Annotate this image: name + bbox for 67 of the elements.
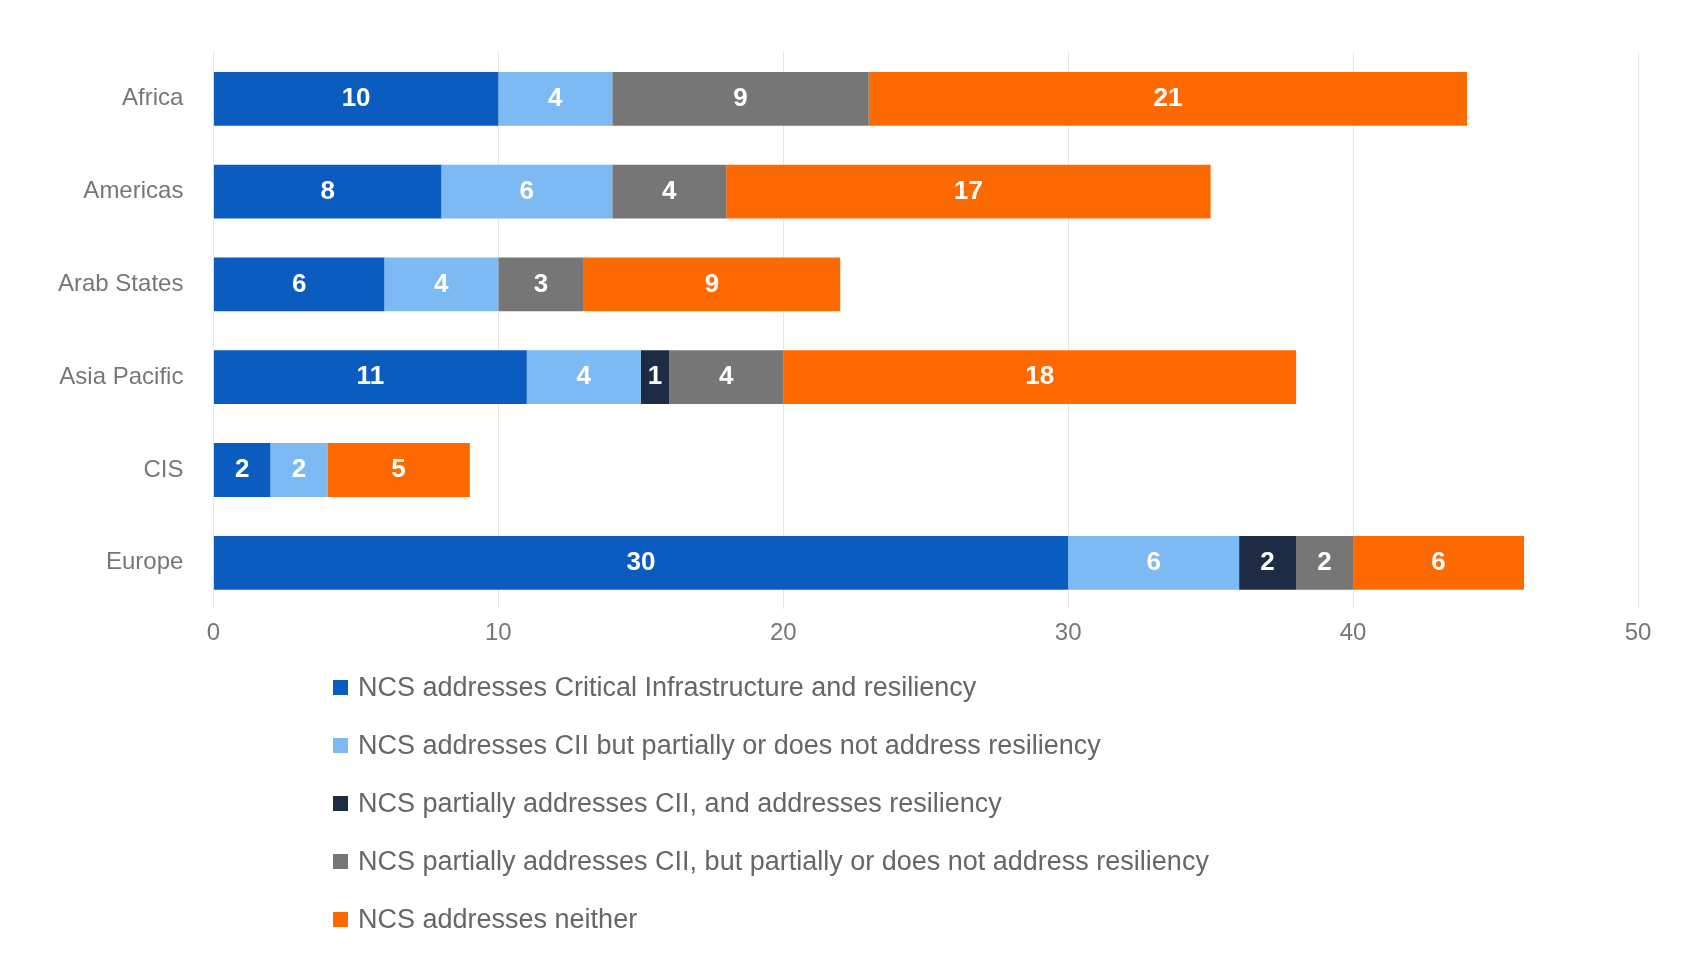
bar xyxy=(612,71,869,126)
x-tick-label: 20 xyxy=(769,618,797,646)
data-label: 2 xyxy=(1317,545,1332,576)
data-label: 3 xyxy=(533,267,549,298)
x-tick-label: 0 xyxy=(206,618,221,646)
data-label: 5 xyxy=(391,453,406,484)
x-tick-label: 30 xyxy=(1054,618,1082,646)
data-label: 18 xyxy=(1025,360,1055,391)
data-label: 4 xyxy=(662,174,678,205)
y-tick-label: Africa xyxy=(122,83,185,111)
data-label: 6 xyxy=(519,174,535,205)
bar xyxy=(384,257,499,312)
data-label: 9 xyxy=(704,267,720,298)
bar xyxy=(270,443,328,497)
y-tick-label: CIS xyxy=(143,454,184,482)
bar xyxy=(1239,535,1297,590)
data-label: 9 xyxy=(733,81,748,112)
data-label: 2 xyxy=(1260,545,1275,576)
y-tick-label: Americas xyxy=(83,176,184,204)
bar xyxy=(327,443,470,497)
bar xyxy=(669,350,784,405)
bar xyxy=(640,350,670,405)
data-label: 21 xyxy=(1153,81,1183,112)
legend-label: NCS partially addresses CII, and addresses resiliency xyxy=(358,787,1002,819)
data-label: 2 xyxy=(291,453,307,484)
bar xyxy=(213,535,1069,590)
bar xyxy=(498,257,584,312)
bar xyxy=(498,71,613,126)
data-label: 6 xyxy=(1146,545,1161,576)
data-label: 4 xyxy=(434,267,450,298)
bar xyxy=(868,71,1468,126)
legend-label: NCS addresses neither xyxy=(358,903,638,935)
y-tick-label: Asia Pacific xyxy=(59,361,184,389)
bar xyxy=(213,443,271,497)
bar xyxy=(213,71,499,126)
bar xyxy=(583,257,841,312)
data-label: 10 xyxy=(341,81,371,112)
bar xyxy=(441,164,613,219)
bar xyxy=(213,257,385,312)
data-label: 1 xyxy=(647,360,663,391)
data-label: 6 xyxy=(1431,545,1446,576)
bar xyxy=(213,350,527,405)
data-label: 11 xyxy=(356,360,385,391)
bar xyxy=(783,350,1297,405)
data-label: 30 xyxy=(626,545,656,576)
bar xyxy=(213,164,442,219)
data-label: 4 xyxy=(548,81,564,112)
data-label: 8 xyxy=(320,174,335,205)
x-tick-label: 40 xyxy=(1339,618,1367,646)
y-tick-label: Arab States xyxy=(58,269,184,297)
data-label: 2 xyxy=(234,453,250,484)
data-label: 4 xyxy=(576,360,592,391)
x-tick-label: 10 xyxy=(484,618,512,646)
bar xyxy=(1353,535,1525,590)
bar xyxy=(1296,535,1354,590)
legend-label: NCS partially addresses CII, but partially or does not address resiliency xyxy=(358,845,1209,877)
bar xyxy=(726,164,1211,219)
data-label: 17 xyxy=(953,174,983,205)
data-label: 6 xyxy=(291,267,307,298)
bar xyxy=(612,164,727,219)
bar xyxy=(1068,535,1240,590)
x-tick-label: 50 xyxy=(1624,618,1652,646)
legend-label: NCS addresses Critical Infrastructure and resiliency xyxy=(358,671,977,703)
bar xyxy=(526,350,641,405)
y-tick-label: Europe xyxy=(106,547,184,575)
legend-label: NCS addresses CII but partially or does not address resiliency xyxy=(358,729,1101,761)
data-label: 4 xyxy=(719,360,735,391)
